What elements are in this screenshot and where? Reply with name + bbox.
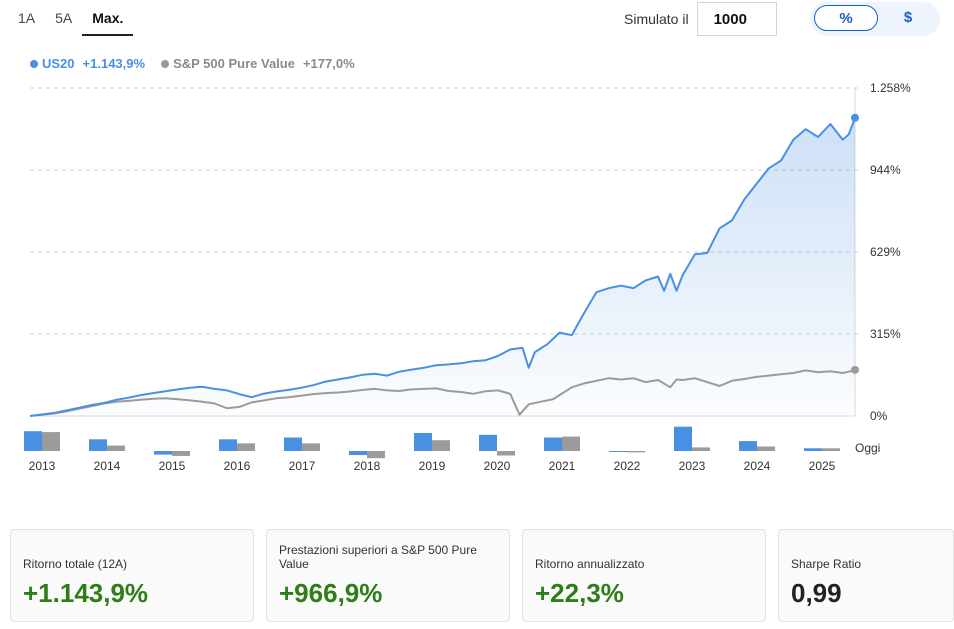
card-total-return: Ritorno totale (12A) +1.143,9% (10, 529, 254, 622)
annual-bar-us20 (544, 437, 562, 451)
card-annualized-return-value: +22,3% (535, 578, 624, 608)
performance-chart: 1.258% 944% 629% 315% 0% 2013 2014 2015 2016 2017… (24, 81, 911, 473)
dollar-toggle-button[interactable]: $ (903, 9, 913, 26)
x-tick-label: 2015 (159, 459, 186, 473)
annual-bar-benchmark (237, 443, 255, 451)
card-annualized-return: Ritorno annualizzato +22,3% (522, 529, 766, 622)
range-tabs: 1A 5A Max. (8, 0, 134, 36)
annual-bar-benchmark (302, 443, 320, 451)
legend-name-benchmark: S&P 500 Pure Value (173, 56, 295, 71)
annual-bar-us20 (609, 451, 627, 452)
annual-bar-benchmark (692, 447, 710, 451)
today-label: Oggi (855, 441, 880, 455)
annual-bar-us20 (219, 439, 237, 451)
card-total-return-value: +1.143,9% (23, 578, 149, 608)
card-sharpe-ratio-label: Sharpe Ratio (791, 557, 862, 571)
chart-legend: US20 +1.143,9% S&P 500 Pure Value +177,0… (30, 56, 371, 71)
y-tick-label: 315% (870, 327, 901, 341)
card-sharpe-ratio: Sharpe Ratio 0,99 (778, 529, 954, 622)
annual-bar-us20 (349, 451, 367, 456)
simulator: Simulato il (624, 0, 777, 38)
legend-dot-benchmark (161, 59, 170, 68)
unit-toggle: % $ (810, 2, 940, 36)
annual-bar-us20 (414, 433, 432, 451)
card-total-return-label: Ritorno totale (12A) (23, 557, 128, 571)
x-tick-label: 2019 (419, 459, 446, 473)
percent-toggle-button[interactable]: % (814, 5, 878, 31)
x-tick-label: 2014 (94, 459, 121, 473)
legend-value-us20: +1.143,9% (82, 56, 146, 71)
x-tick-label: 2024 (744, 459, 771, 473)
card-sharpe-ratio-value: 0,99 (791, 578, 842, 608)
annual-bar-benchmark (757, 446, 775, 451)
legend-value-benchmark: +177,0% (302, 56, 355, 71)
benchmark-end-point (851, 365, 859, 374)
x-tick-label: 2020 (484, 459, 511, 473)
annual-bar-benchmark (432, 440, 450, 451)
annual-bar-us20 (89, 439, 107, 451)
annual-bar-benchmark (627, 451, 645, 453)
annual-bar-us20 (154, 451, 172, 455)
annual-bar-us20 (479, 434, 497, 451)
annual-bar-us20 (24, 431, 42, 451)
us20-end-point (851, 113, 859, 122)
annual-bar-benchmark (822, 448, 840, 451)
x-tick-label: 2025 (809, 459, 836, 473)
y-tick-label: 1.258% (870, 81, 911, 95)
tab-5y[interactable]: 5A (55, 10, 73, 26)
y-tick-label: 944% (870, 163, 901, 177)
simulator-label: Simulato il (624, 11, 689, 27)
simulator-amount-input[interactable] (696, 2, 777, 36)
card-outperformance-label: Prestazioni superiori a S&P 500 Pure Val… (279, 543, 477, 571)
benchmark-line (29, 368, 856, 417)
us20-line (29, 117, 856, 417)
legend-dot-us20 (30, 59, 38, 68)
x-tick-label: 2022 (614, 459, 641, 473)
annual-bar-benchmark (497, 451, 515, 456)
legend-item-benchmark: S&P 500 Pure Value +177,0% (161, 56, 355, 71)
annual-bar-benchmark (562, 436, 580, 451)
x-tick-label: 2023 (679, 459, 706, 473)
annual-bar-benchmark (172, 451, 190, 456)
legend-item-us20: US20 +1.143,9% (30, 56, 145, 71)
x-tick-label: 2018 (354, 459, 381, 473)
annual-bar-us20 (739, 441, 757, 451)
x-tick-label: 2016 (224, 459, 251, 473)
annual-bar-us20 (804, 448, 822, 451)
annual-bar-benchmark (367, 451, 385, 459)
card-outperformance-value: +966,9% (279, 578, 383, 608)
tab-1y[interactable]: 1A (18, 10, 36, 26)
x-tick-label: 2021 (549, 459, 576, 473)
card-annualized-return-label: Ritorno annualizzato (535, 557, 645, 571)
annual-bar-benchmark (42, 432, 60, 451)
tab-max[interactable]: Max. (82, 0, 134, 36)
annual-bar-benchmark (107, 445, 125, 451)
y-tick-label: 629% (870, 245, 901, 259)
card-outperformance: Prestazioni superiori a S&P 500 Pure Val… (266, 529, 510, 622)
x-tick-label: 2017 (289, 459, 316, 473)
y-tick-label: 0% (870, 409, 888, 423)
annual-bar-us20 (284, 437, 302, 451)
x-tick-label: 2013 (29, 459, 56, 473)
legend-name-us20: US20 (42, 56, 75, 71)
us20-area (30, 117, 855, 416)
annual-bar-us20 (674, 426, 692, 451)
